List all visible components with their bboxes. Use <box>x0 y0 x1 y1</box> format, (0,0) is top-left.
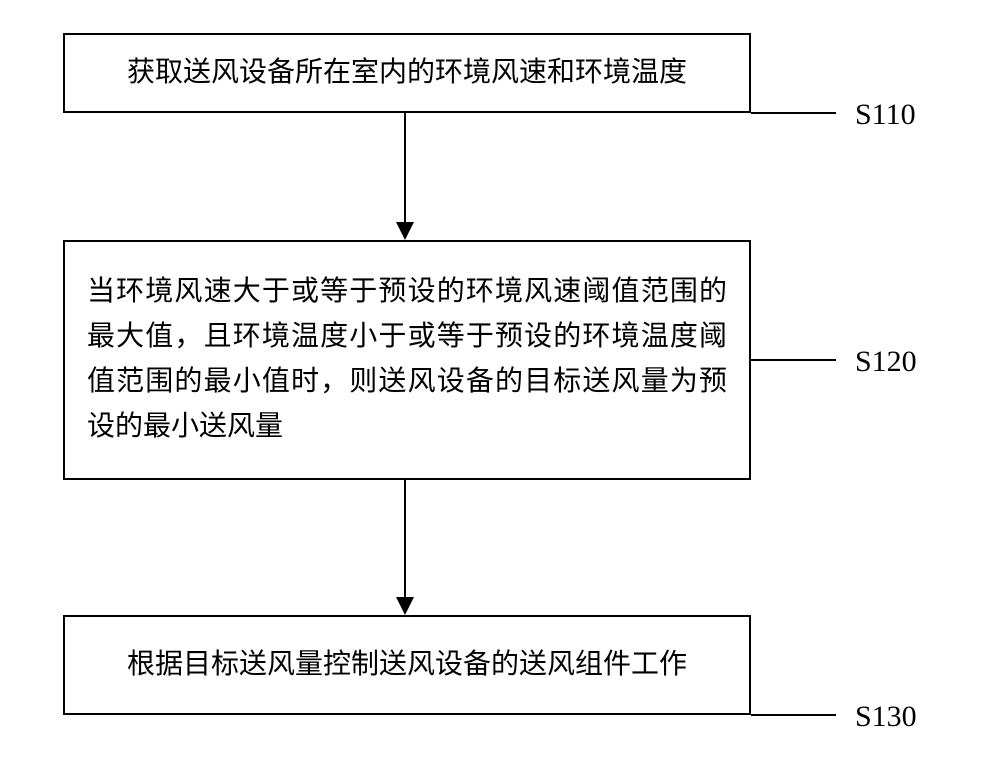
step-1-label: S110 <box>855 98 916 132</box>
step-2-text: 当环境风速大于或等于预设的环境风速阈值范围的最大值，且环境温度小于或等于预设的环… <box>87 270 727 449</box>
flowchart-container: 获取送风设备所在室内的环境风速和环境温度 S110 当环境风速大于或等于预设的环… <box>0 0 1000 777</box>
step-3-label: S130 <box>855 700 917 734</box>
flowchart-step-1: 获取送风设备所在室内的环境风速和环境温度 <box>63 33 751 113</box>
step-3-text: 根据目标送风量控制送风设备的送风组件工作 <box>127 643 687 688</box>
connector-3 <box>751 714 836 716</box>
flowchart-step-3: 根据目标送风量控制送风设备的送风组件工作 <box>63 615 751 715</box>
connector-2 <box>751 359 836 361</box>
step-2-label: S120 <box>855 345 917 379</box>
flowchart-step-2: 当环境风速大于或等于预设的环境风速阈值范围的最大值，且环境温度小于或等于预设的环… <box>63 240 751 480</box>
connector-1 <box>751 112 836 114</box>
step-1-text: 获取送风设备所在室内的环境风速和环境温度 <box>127 51 687 96</box>
